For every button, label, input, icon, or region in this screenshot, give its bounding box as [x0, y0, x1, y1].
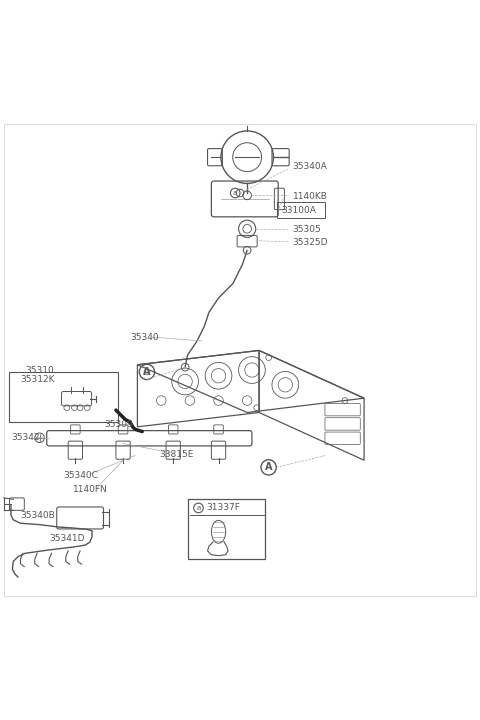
Text: 35341D: 35341D [49, 534, 84, 544]
Text: 1140FN: 1140FN [73, 485, 108, 495]
Text: 35305: 35305 [292, 225, 321, 234]
Text: 35325D: 35325D [292, 238, 328, 247]
Text: 31337F: 31337F [206, 503, 240, 513]
Text: 33815E: 33815E [159, 450, 193, 459]
Text: 35340: 35340 [130, 333, 159, 341]
Text: 35340A: 35340A [292, 162, 327, 171]
Text: 35312K: 35312K [21, 374, 55, 384]
Text: 1140KB: 1140KB [292, 192, 327, 201]
Text: 35309: 35309 [104, 420, 133, 429]
Text: A: A [143, 367, 151, 377]
Text: 35340C: 35340C [63, 471, 98, 480]
Text: 33100A: 33100A [282, 206, 317, 215]
Text: 35310: 35310 [25, 366, 54, 375]
Text: 35340B: 35340B [21, 510, 55, 520]
Text: a: a [196, 505, 201, 511]
Text: 35342: 35342 [11, 433, 39, 442]
Text: a: a [233, 190, 237, 196]
Text: A: A [265, 462, 272, 472]
